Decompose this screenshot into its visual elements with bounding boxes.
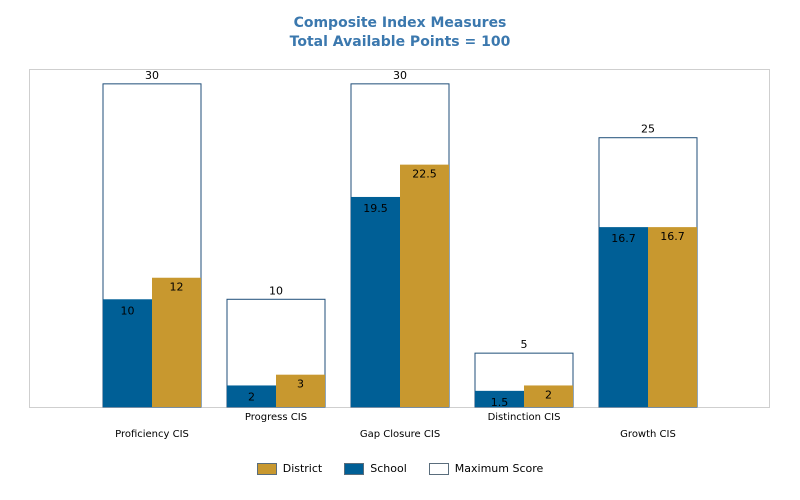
category-label: Progress CIS (245, 412, 307, 423)
category-label: Distinction CIS (488, 412, 561, 423)
bar-school (599, 227, 648, 407)
bar-school (475, 390, 524, 407)
data-label-maximum-score: 25 (641, 123, 655, 136)
data-label-school: 1.5 (491, 396, 509, 409)
data-label-maximum-score: 5 (521, 338, 528, 351)
chart-title-block: Composite Index Measures Total Available… (0, 14, 800, 52)
data-label-district: 2 (545, 388, 552, 401)
data-label-school: 2 (248, 390, 255, 403)
legend-swatch-maximum-score (428, 462, 449, 475)
legend-swatch-district (256, 462, 277, 475)
chart-title: Composite Index Measures (293, 15, 507, 31)
data-label-maximum-score: 30 (393, 69, 407, 82)
legend-item-maximum-score: Maximum Score (428, 462, 544, 475)
data-label-district: 16.7 (660, 230, 685, 243)
bar-district (152, 277, 201, 407)
chart-subtitle: Total Available Points = 100 (289, 34, 511, 50)
data-label-district: 12 (170, 281, 184, 294)
data-label-maximum-score: 10 (269, 284, 283, 297)
bar-district (276, 374, 325, 407)
legend-label-maximum-score: Maximum Score (454, 462, 544, 475)
legend-label-school: School (370, 462, 407, 475)
data-label-maximum-score: 30 (145, 69, 159, 82)
data-label-school: 10 (121, 304, 135, 317)
legend-item-district: District (256, 462, 323, 475)
data-label-district: 22.5 (412, 168, 437, 181)
chart-legend: District School Maximum Score (0, 462, 800, 475)
bar-district (400, 164, 449, 407)
category-label: Proficiency CIS (115, 429, 189, 440)
legend-swatch-school (344, 462, 365, 475)
bar-district (648, 227, 697, 407)
category-label: Growth CIS (620, 429, 676, 440)
plot-area (29, 69, 770, 408)
bar-district (524, 385, 573, 407)
category-label: Gap Closure CIS (360, 429, 440, 440)
data-label-school: 19.5 (363, 202, 388, 215)
bar-school (351, 196, 400, 407)
bar-school (227, 385, 276, 407)
data-label-school: 16.7 (611, 232, 636, 245)
bar-school (103, 299, 152, 407)
legend-item-school: School (344, 462, 407, 475)
legend-label-district: District (282, 462, 323, 475)
data-label-district: 3 (297, 378, 304, 391)
